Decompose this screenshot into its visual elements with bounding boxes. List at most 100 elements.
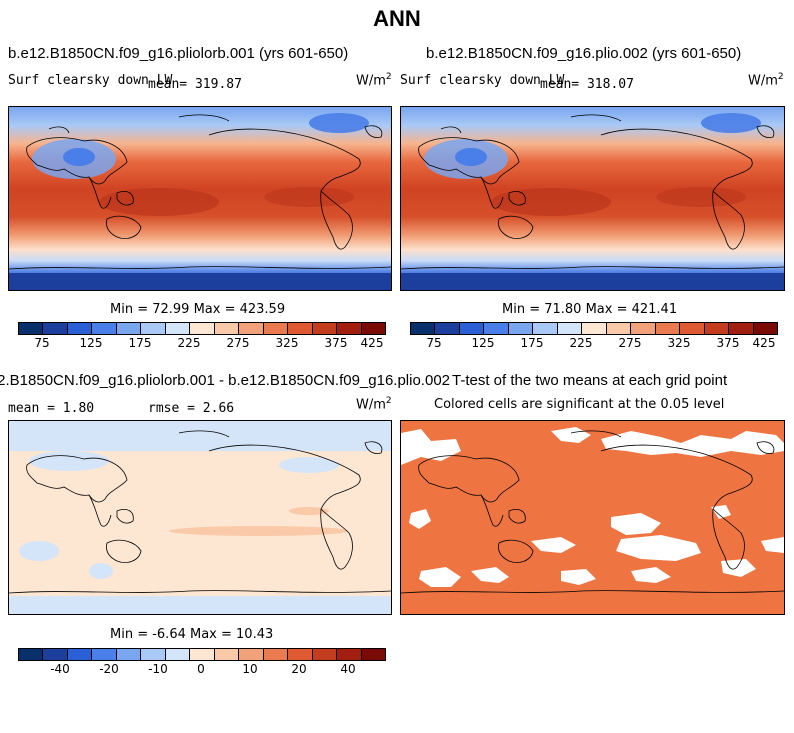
panel3-rmse-label: rmse = 2.66 (148, 401, 235, 416)
panel3-mean-label: mean = 1.80 (8, 401, 95, 416)
colorbar-swatch (116, 323, 142, 334)
colorbar-swatch (361, 323, 386, 334)
panel2-case-title: b.e12.B1850CN.f09_g16.plio.002 (yrs 601-… (426, 45, 742, 62)
colorbar-swatch (288, 323, 313, 334)
colorbar-swatch (67, 323, 93, 334)
colorbar-tick: 275 (618, 336, 642, 350)
colorbar-swatch (43, 323, 68, 334)
panel1-map-plot (9, 107, 391, 290)
colorbar-swatch (239, 323, 264, 334)
colorbar-tick: -20 (99, 662, 119, 676)
colorbar-swatch (729, 323, 754, 334)
colorbar-swatch (67, 649, 93, 660)
colorbar-tick: 375 (324, 336, 348, 350)
panel4-map-plot (401, 421, 784, 614)
colorbar-tick: 325 (275, 336, 299, 350)
colorbar-tick: 10 (242, 662, 258, 676)
panel2-variable-label: Surf clearsky down LW (400, 73, 565, 88)
colorbar-tick: 275 (226, 336, 250, 350)
colorbar-swatch (190, 649, 215, 660)
panel1-colorbar (18, 322, 386, 335)
colorbar-swatch (141, 649, 166, 660)
colorbar-swatch (753, 323, 778, 334)
colorbar-swatch (263, 649, 289, 660)
panel2-colorbar-ticks: 75 125 175 225 275 325 375 425 (410, 336, 776, 352)
colorbar-tick: 375 (716, 336, 740, 350)
colorbar-tick: 175 (520, 336, 544, 350)
panel3-colorbar (18, 648, 386, 661)
colorbar-swatch (214, 323, 240, 334)
colorbar-swatch (214, 649, 240, 660)
panel3-units: W/m2 (356, 396, 392, 413)
panel3-title-clip: b.e12.B1850CN.f09_g16.pliolorb.001 - b.e… (0, 368, 450, 390)
panel1-units: W/m2 (356, 72, 392, 89)
colorbar-swatch (459, 323, 485, 334)
colorbar-swatch (312, 649, 338, 660)
panel4-subtitle: Colored cells are significant at the 0.0… (434, 397, 725, 412)
panel1-minmax: Min = 72.99 Max = 423.59 (110, 302, 286, 317)
colorbar-swatch (680, 323, 705, 334)
panel2-minmax: Min = 71.80 Max = 421.41 (502, 302, 678, 317)
colorbar-swatch (263, 323, 289, 334)
colorbar-swatch (655, 323, 681, 334)
colorbar-tick: 20 (291, 662, 307, 676)
colorbar-swatch (606, 323, 632, 334)
panel1-mean-label: mean= 319.87 (148, 77, 242, 92)
colorbar-tick: 75 (426, 336, 442, 350)
colorbar-tick: -10 (148, 662, 168, 676)
colorbar-swatch (337, 323, 362, 334)
colorbar-tick: -40 (50, 662, 70, 676)
colorbar-tick: 325 (667, 336, 691, 350)
colorbar-tick: 0 (197, 662, 205, 676)
panel3-colorbar-ticks: -40 -20 -10 0 10 20 40 (18, 662, 384, 678)
colorbar-swatch (435, 323, 460, 334)
panel3-case-title: b.e12.B1850CN.f09_g16.pliolorb.001 - b.e… (0, 372, 450, 389)
panel2-map-plot (401, 107, 784, 290)
colorbar-swatch (116, 649, 142, 660)
colorbar-swatch (582, 323, 607, 334)
panel4-title: T-test of the two means at each grid poi… (452, 372, 728, 389)
colorbar-swatch (312, 323, 338, 334)
panel4-map (400, 420, 785, 615)
colorbar-tick: 40 (340, 662, 356, 676)
colorbar-swatch (190, 323, 215, 334)
colorbar-swatch (92, 323, 117, 334)
panel2-colorbar (410, 322, 778, 335)
colorbar-tick: 125 (471, 336, 495, 350)
colorbar-swatch (239, 649, 264, 660)
panel1-variable-label: Surf clearsky down LW (8, 73, 173, 88)
panel2-units: W/m2 (748, 72, 784, 89)
colorbar-swatch (557, 323, 583, 334)
colorbar-tick: 175 (128, 336, 152, 350)
colorbar-swatch (631, 323, 656, 334)
panel2-map (400, 106, 785, 291)
colorbar-swatch (484, 323, 509, 334)
colorbar-tick: 425 (752, 336, 776, 350)
colorbar-swatch (19, 323, 44, 334)
colorbar-swatch (165, 323, 191, 334)
panel3-map (8, 420, 392, 615)
panel3-map-plot (9, 421, 391, 614)
colorbar-tick: 75 (34, 336, 50, 350)
colorbar-tick: 425 (360, 336, 384, 350)
colorbar-tick: 125 (79, 336, 103, 350)
page-title: ANN (373, 6, 421, 31)
colorbar-swatch (92, 649, 117, 660)
colorbar-tick: 225 (177, 336, 201, 350)
colorbar-swatch (533, 323, 558, 334)
colorbar-swatch (19, 649, 44, 660)
colorbar-swatch (165, 649, 191, 660)
panel1-map (8, 106, 392, 291)
colorbar-swatch (361, 649, 386, 660)
panel3-minmax: Min = -6.64 Max = 10.43 (110, 627, 274, 642)
panel1-colorbar-ticks: 75 125 175 225 275 325 375 425 (18, 336, 384, 352)
colorbar-swatch (704, 323, 730, 334)
panel1-case-title: b.e12.B1850CN.f09_g16.pliolorb.001 (yrs … (8, 45, 349, 62)
colorbar-swatch (337, 649, 362, 660)
colorbar-swatch (411, 323, 436, 334)
colorbar-swatch (141, 323, 166, 334)
colorbar-swatch (43, 649, 68, 660)
colorbar-tick: 225 (569, 336, 593, 350)
colorbar-swatch (508, 323, 534, 334)
colorbar-swatch (288, 649, 313, 660)
